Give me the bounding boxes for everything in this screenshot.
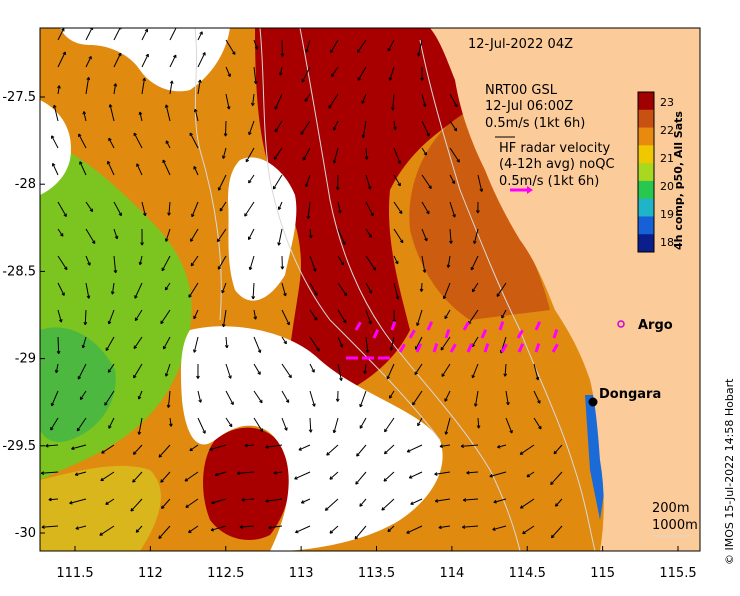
velocity-arrowhead bbox=[494, 502, 497, 503]
velocity-arrowhead bbox=[493, 530, 496, 531]
depth-legend-200m: 200m bbox=[652, 501, 689, 516]
radar-legend-line1: HF radar velocity bbox=[499, 141, 611, 156]
velocity-arrowhead bbox=[330, 479, 333, 480]
velocity-arrowhead bbox=[315, 403, 316, 406]
velocity-arrowhead bbox=[212, 503, 215, 504]
y-axis: -27.5 -28 -28.5 -29 -29.5 -30 bbox=[2, 90, 45, 541]
y-tick-label: -29 bbox=[15, 352, 36, 367]
x-tick-label: 112 bbox=[138, 566, 163, 581]
credit-label: © IMOS 15-Jul-2022 14:58 Hobart bbox=[723, 378, 736, 565]
colorbar-segment bbox=[638, 199, 654, 217]
colorbar-segment bbox=[638, 92, 654, 110]
colorbar-segment bbox=[638, 216, 654, 234]
x-tick-label: 113 bbox=[289, 566, 314, 581]
x-tick-label: 113.5 bbox=[358, 566, 395, 581]
velocity-arrowhead bbox=[211, 530, 214, 531]
velocity-arrowhead bbox=[75, 475, 78, 476]
velocity-arrowhead bbox=[330, 533, 333, 534]
velocity-arrowhead bbox=[388, 531, 391, 532]
velocity-arrowhead bbox=[175, 25, 177, 27]
velocity-arrowhead bbox=[231, 375, 232, 378]
dongara-marker bbox=[589, 398, 598, 407]
velocity-arrowhead bbox=[398, 296, 399, 299]
velocity-arrowhead bbox=[382, 509, 385, 510]
depth-legend-1000m: 1000m bbox=[652, 518, 698, 533]
colorbar-segment bbox=[638, 128, 654, 146]
x-tick-label: 114.5 bbox=[509, 566, 546, 581]
velocity-arrowhead bbox=[370, 186, 371, 189]
velocity-arrowhead bbox=[71, 449, 74, 450]
colorbar-tick-label: 23 bbox=[660, 96, 674, 109]
x-tick-label: 115.5 bbox=[659, 566, 696, 581]
y-tick-label: -29.5 bbox=[2, 439, 36, 454]
colorbar-segment bbox=[638, 163, 654, 181]
model-legend-line1: NRT00 GSL bbox=[485, 83, 558, 98]
velocity-arrowhead bbox=[76, 529, 79, 530]
colorbar-segment bbox=[638, 181, 654, 199]
x-tick-label: 111.5 bbox=[56, 566, 93, 581]
velocity-arrowhead bbox=[215, 475, 218, 476]
velocity-arrowhead bbox=[384, 480, 387, 481]
y-tick-label: -28.5 bbox=[2, 264, 36, 279]
model-legend-line3: 0.5m/s (1kt 6h) bbox=[485, 116, 585, 131]
sst-yellow-band bbox=[40, 466, 161, 551]
velocity-arrowhead bbox=[455, 214, 456, 217]
velocity-arrow bbox=[58, 337, 59, 354]
velocity-arrowhead bbox=[117, 236, 118, 239]
colorbar-title: 4h comp, p50, All Sats bbox=[672, 111, 685, 250]
velocity-arrowhead bbox=[70, 503, 73, 504]
colorbar-segment bbox=[638, 145, 654, 163]
y-tick-label: -30 bbox=[15, 526, 36, 541]
velocity-arrowhead bbox=[327, 454, 330, 455]
radar-legend-line3: 0.5m/s (1kt 6h) bbox=[499, 174, 599, 189]
velocity-arrowhead bbox=[286, 293, 287, 296]
sst-field bbox=[40, 25, 700, 551]
argo-label: Argo bbox=[638, 318, 673, 333]
x-tick-label: 112.5 bbox=[207, 566, 244, 581]
dongara-label: Dongara bbox=[599, 387, 661, 402]
timestamp-label: 12-Jul-2022 04Z bbox=[468, 37, 573, 52]
velocity-arrowhead bbox=[497, 447, 500, 448]
y-tick-label: -28 bbox=[15, 177, 36, 192]
x-tick-label: 114 bbox=[439, 566, 464, 581]
velocity-arrowhead bbox=[384, 453, 387, 454]
x-tick-label: 115 bbox=[590, 566, 615, 581]
model-legend-line2: 12-Jul 06:00Z bbox=[485, 99, 573, 114]
velocity-arrowhead bbox=[490, 476, 493, 477]
y-tick-label: -27.5 bbox=[2, 90, 36, 105]
colorbar-segment bbox=[638, 234, 654, 252]
radar-legend-line2: (4-12h avg) noQC bbox=[499, 157, 615, 172]
velocity-arrowhead bbox=[61, 319, 62, 322]
colorbar-segment bbox=[638, 110, 654, 128]
velocity-arrowhead bbox=[325, 510, 328, 511]
velocity-arrowhead bbox=[210, 450, 213, 451]
